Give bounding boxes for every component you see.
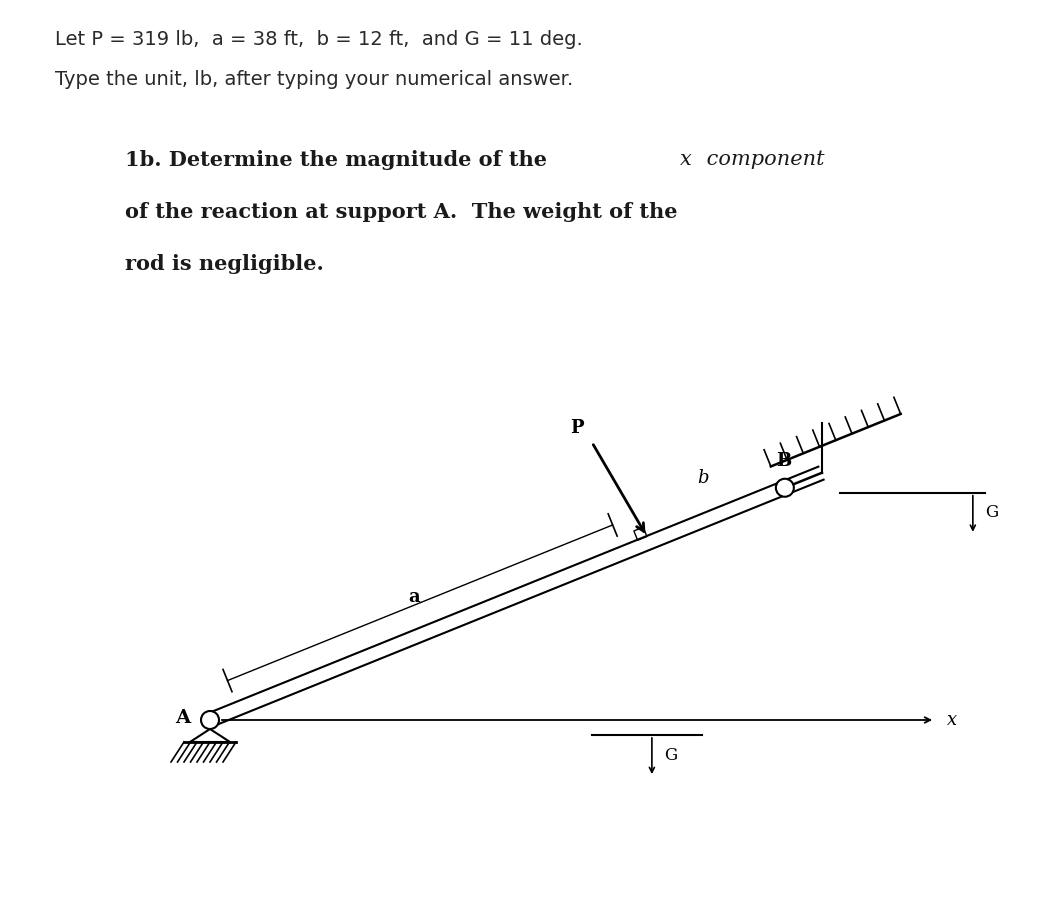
Text: rod is negligible.: rod is negligible. <box>125 254 324 274</box>
Circle shape <box>201 711 219 729</box>
Text: x: x <box>680 150 692 169</box>
Text: x: x <box>947 711 957 729</box>
Text: B: B <box>776 452 791 470</box>
Text: b: b <box>697 469 708 487</box>
Text: G: G <box>985 504 998 521</box>
Circle shape <box>776 479 794 497</box>
Text: Type the unit, lb, after typing your numerical answer.: Type the unit, lb, after typing your num… <box>55 70 573 89</box>
Text: Let P = 319 lb,  a = 38 ft,  b = 12 ft,  and G = 11 deg.: Let P = 319 lb, a = 38 ft, b = 12 ft, an… <box>55 30 582 49</box>
Text: component: component <box>700 150 825 169</box>
Text: 1b. Determine the magnitude of the: 1b. Determine the magnitude of the <box>125 150 554 170</box>
Text: of the reaction at support A.  The weight of the: of the reaction at support A. The weight… <box>125 202 678 222</box>
Text: G: G <box>664 747 677 764</box>
Text: A: A <box>175 709 191 727</box>
Text: P: P <box>570 419 584 437</box>
Text: a: a <box>409 587 420 605</box>
